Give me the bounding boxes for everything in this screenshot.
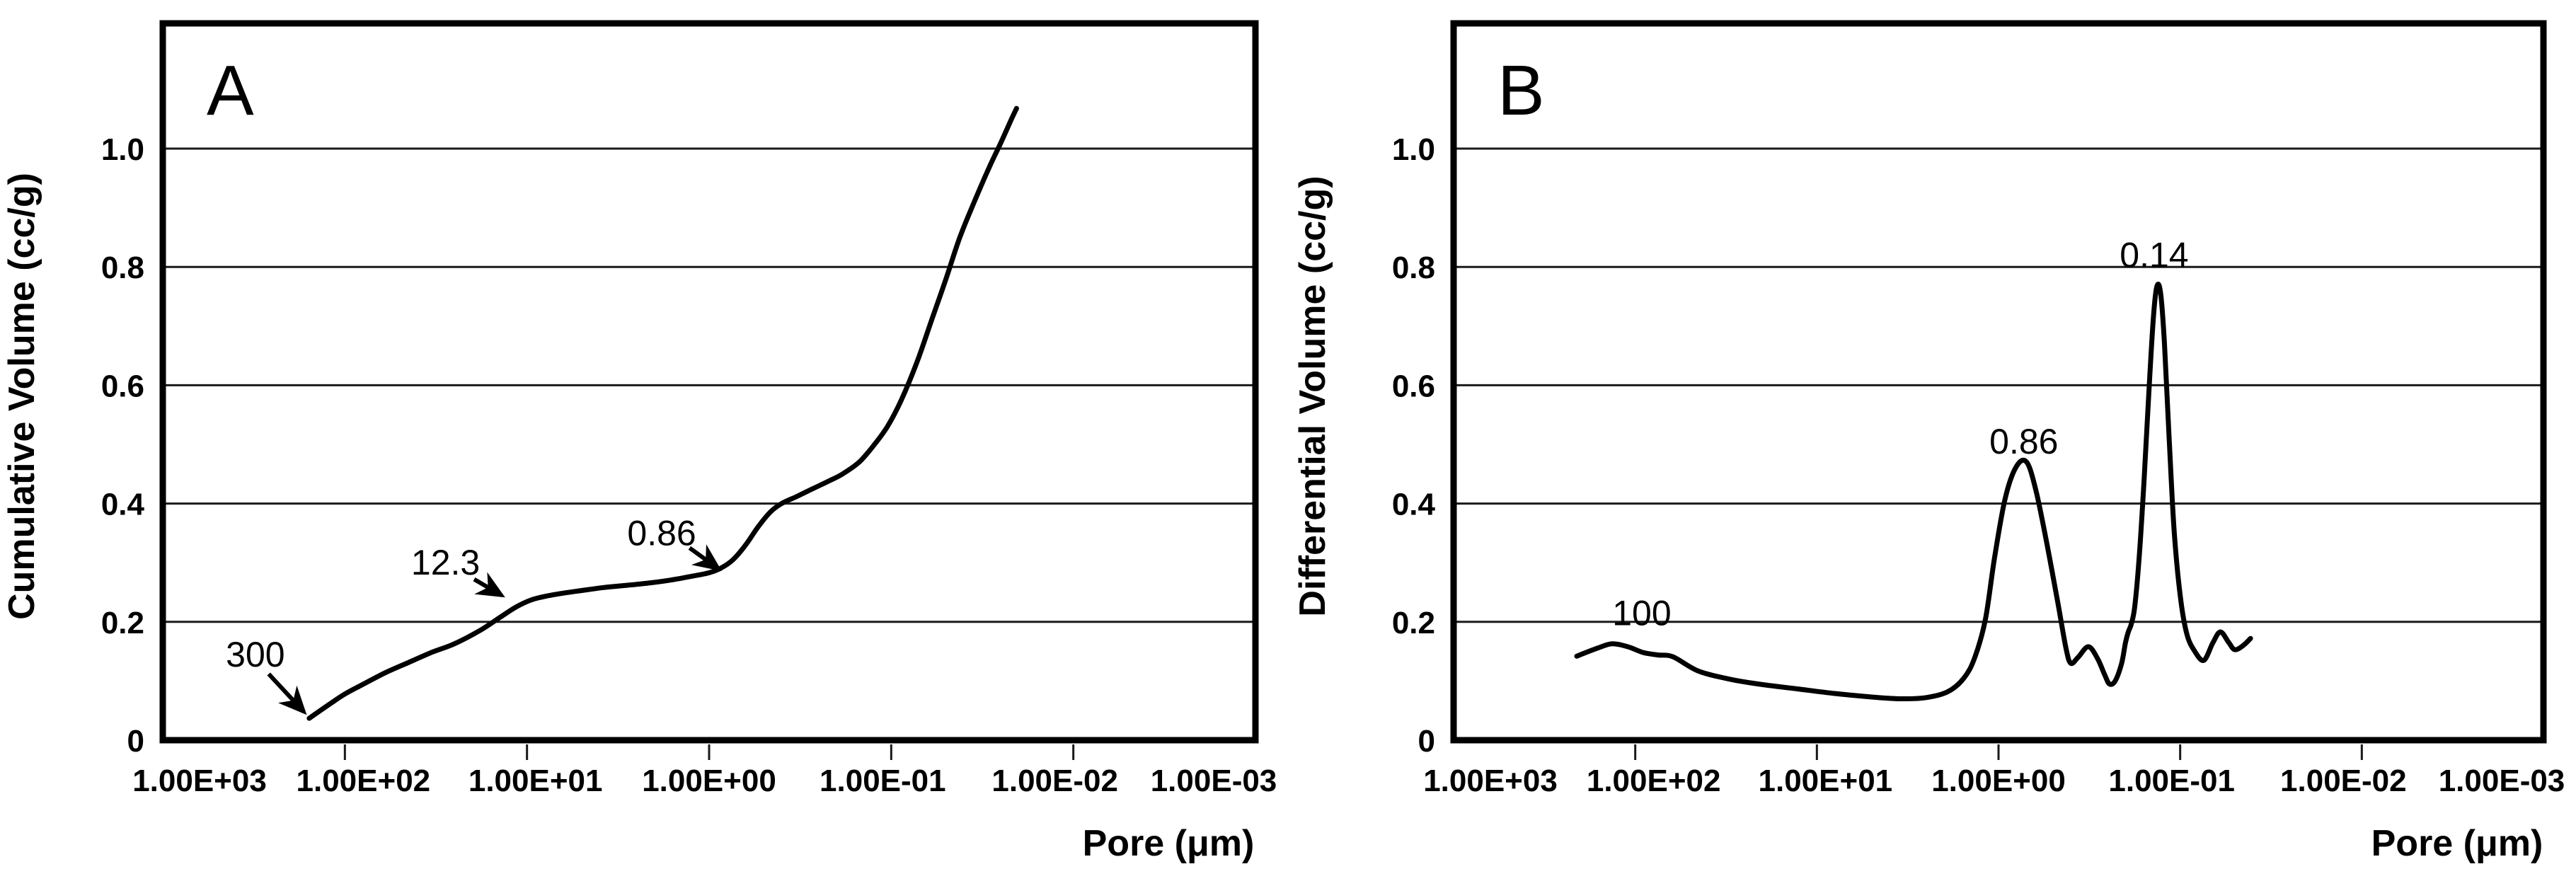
y-tick-label: 0.8 [1392,251,1435,285]
x-tick-label: 1.00E-03 [1151,764,1277,798]
x-tick-label: 1.00E-02 [2280,764,2407,798]
panel-a-plot: 1.00E+03 1.00E+02 1.00E+01 1.00E+00 1.00E-01… [101,20,1277,798]
y-axis-title-b: Differential Volume (cc/g) [1292,175,1333,616]
panel-b: 1.00E+03 1.00E+02 1.00E+01 1.00E+00 1.00E-01… [1292,20,2565,864]
cumulative-volume-curve [306,105,1019,721]
panel-label-a: A [207,51,254,130]
y-tick-label: 0.8 [101,251,144,285]
annotation-label: 0.86 [627,513,696,553]
x-tick-label: 1.00E+00 [1931,764,2066,798]
annotation-label: 0.86 [1989,422,2058,461]
y-axis-title-a: Cumulative Volume (cc/g) [1,173,42,620]
x-axis-title-a: Pore (μm) [1083,823,1255,864]
annotation-arrow [473,572,505,598]
plot-frame [1450,20,2547,744]
x-tick-label: 1.00E+02 [1587,764,1721,798]
x-tick-label: 1.00E+03 [132,764,267,798]
panel-a: 1.00E+03 1.00E+02 1.00E+01 1.00E+00 1.00E-01… [1,20,1277,864]
annotation-label: 100 [1612,593,1671,633]
y-tick-label: 0.6 [101,369,144,403]
panel-label-b: B [1497,51,1545,130]
y-tick-label: 0 [1418,724,1435,759]
y-tick-label: 1.0 [101,132,144,167]
x-tick-label: 1.00E-01 [820,764,946,798]
annotation-label: 12.3 [411,543,480,582]
annotation-arrow [267,672,307,715]
x-tick-label: 1.00E+00 [642,764,776,798]
y-tick-label: 0.6 [1392,369,1435,403]
x-tick-label: 1.00E+01 [1759,764,1893,798]
x-tick-label: 1.00E-03 [2439,764,2565,798]
x-tick-label: 1.00E+02 [297,764,431,798]
annotation-label: 0.14 [2120,235,2188,275]
plot-frame [159,20,1259,744]
annotation-label: 300 [226,635,284,674]
x-tick-label: 1.00E-01 [2108,764,2235,798]
y-tick-label: 0.2 [101,606,144,640]
y-tick-label: 0 [127,724,144,759]
y-tick-label: 0.4 [1392,488,1436,522]
x-axis-title-b: Pore (μm) [2371,823,2543,864]
y-tick-label: 0.2 [1392,606,1435,640]
x-tick-label: 1.00E-02 [991,764,1118,798]
x-tick-label: 1.00E+03 [1423,764,1558,798]
y-tick-label: 1.0 [1392,132,1435,167]
annotation-arrow [688,544,722,572]
panel-b-plot: 1.00E+03 1.00E+02 1.00E+01 1.00E+00 1.00E-01… [1392,20,2565,798]
x-tick-label: 1.00E+01 [468,764,603,798]
y-tick-label: 0.4 [101,488,145,522]
differential-volume-curve [1574,282,2253,702]
